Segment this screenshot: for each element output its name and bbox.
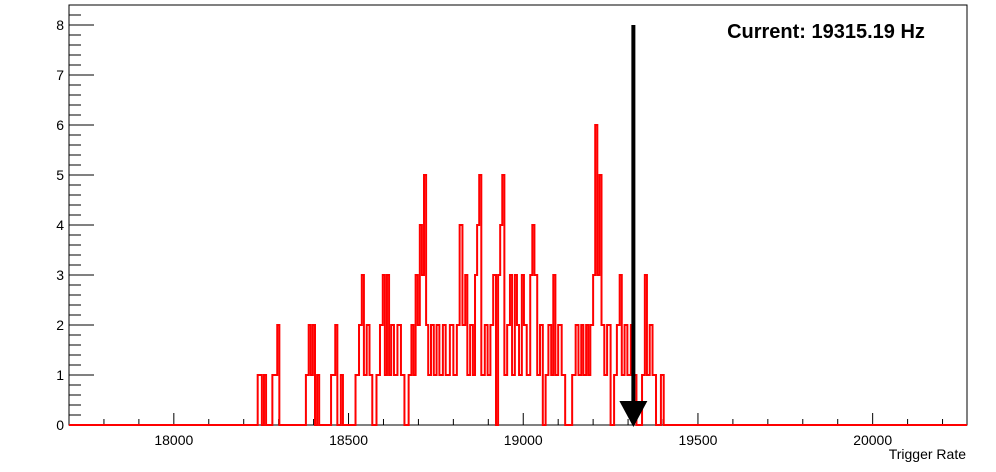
x-axis: 18000 18500 19000 19500 20000 <box>68 413 944 448</box>
y-tick-label: 6 <box>56 117 64 133</box>
y-tick-label: 4 <box>56 217 64 233</box>
current-rate-arrow <box>619 25 648 427</box>
plot-frame <box>68 4 968 426</box>
y-tick-label: 8 <box>56 17 64 33</box>
x-tick-label: 18000 <box>154 432 193 448</box>
y-tick-label: 3 <box>56 267 64 283</box>
x-tick-label: 18500 <box>329 432 368 448</box>
y-tick-label: 0 <box>56 417 64 433</box>
y-tick-label: 7 <box>56 67 64 83</box>
arrow-head <box>619 401 648 427</box>
x-tick-label: 19500 <box>678 432 717 448</box>
x-tick-label: 20000 <box>853 432 892 448</box>
y-tick-label: 5 <box>56 167 64 183</box>
y-axis: 0 1 2 3 4 5 6 7 8 <box>56 4 94 433</box>
histogram-series <box>69 124 967 426</box>
x-tick-label: 19000 <box>504 432 543 448</box>
y-tick-label: 2 <box>56 317 64 333</box>
current-rate-annotation: Current: 19315.19 Hz <box>727 21 925 43</box>
y-tick-label: 1 <box>56 367 64 383</box>
x-axis-title: Trigger Rate <box>889 446 967 462</box>
